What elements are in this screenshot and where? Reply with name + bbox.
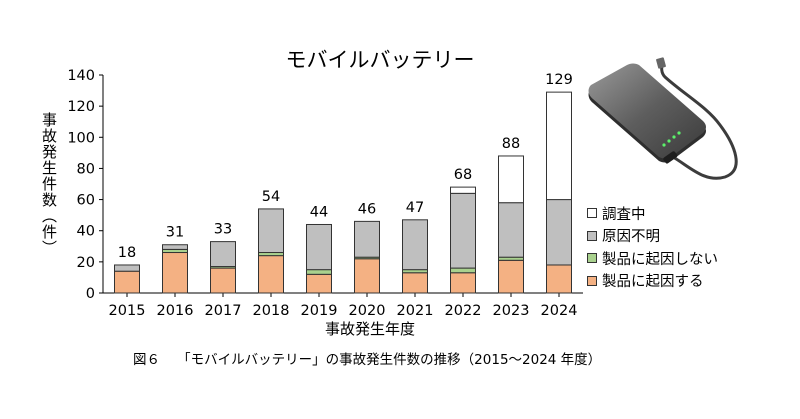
legend-item-unknown: 原因不明	[587, 225, 718, 248]
x-tick-label: 2018	[253, 303, 290, 319]
x-tick-label: 2015	[109, 303, 146, 319]
data-labels: 2015 18 2016 31 2017 33 2018 54 2019 44 2020 46 2021…	[109, 72, 578, 319]
y-tick-label: 0	[86, 286, 95, 302]
bar-segment-2019-s2	[306, 223, 332, 271]
figure-number: 図６	[133, 352, 160, 368]
figure-caption: 図６ 「モバイルバッテリー」の事故発生件数の推移（2015～2024 年度）	[133, 348, 601, 368]
y-tick-label: 40	[77, 224, 95, 240]
legend-label: 製品に起因する	[602, 274, 704, 291]
bar-segment-2020-s2	[354, 220, 380, 258]
legend-swatch	[587, 230, 597, 241]
bar-segment-2022-s3	[450, 186, 476, 194]
x-tick-label: 2021	[397, 303, 434, 319]
x-tick-label: 2024	[541, 303, 578, 319]
legend-swatch	[587, 253, 597, 264]
legend-swatch	[587, 275, 597, 286]
x-tick-label: 2019	[301, 303, 338, 319]
y-tick-label: 60	[77, 193, 95, 209]
data-label: 47	[406, 200, 424, 216]
chart-title: モバイルバッテリー	[285, 48, 475, 72]
y-tick-label: 80	[77, 161, 95, 177]
y-tick-label: 100	[67, 130, 95, 146]
x-tick-label: 2017	[205, 303, 242, 319]
bar-segment-2019-s0	[306, 273, 332, 294]
data-label: 44	[310, 204, 328, 220]
legend-item-product: 製品に起因する	[587, 270, 718, 293]
legend-label: 原因不明	[602, 229, 660, 246]
data-label: 31	[166, 225, 184, 241]
bar-segment-2024-s0	[546, 264, 572, 294]
y-tick-label: 120	[67, 99, 95, 115]
bar-segment-2021-s2	[402, 219, 428, 271]
bar-segment-2017-s2	[210, 241, 236, 268]
x-tick-label: 2016	[157, 303, 194, 319]
legend-swatch	[587, 208, 597, 219]
bar-segment-2019-s1	[306, 269, 332, 275]
legend-item-investigating: 調査中	[587, 202, 718, 225]
data-label: 18	[118, 245, 136, 261]
data-label: 54	[262, 189, 280, 205]
y-axis: 0 20 40 60 80 100 120 140	[67, 68, 583, 302]
bar-segment-2018-s0	[258, 255, 284, 294]
bar-segment-2018-s2	[258, 208, 284, 254]
bar-segment-2017-s0	[210, 267, 236, 294]
data-label: 129	[545, 72, 573, 88]
y-tick-label: 20	[77, 255, 95, 271]
bar-segment-2024-s3	[546, 91, 572, 201]
bar-segment-2022-s1	[450, 267, 476, 274]
bar-segment-2016-s2	[162, 244, 188, 250]
data-label: 68	[454, 167, 472, 183]
data-label: 46	[358, 201, 376, 217]
bar-segment-2024-s2	[546, 199, 572, 266]
mobile-battery-icon	[588, 57, 738, 180]
y-axis-label: 事故発生件数（件）	[40, 112, 58, 256]
legend-label: 調査中	[602, 206, 646, 223]
legend: 調査中 原因不明 製品に起因しない 製品に起因する	[587, 202, 718, 292]
bar-segment-2023-s3	[498, 155, 524, 204]
x-tick-label: 2022	[445, 303, 482, 319]
data-label: 33	[214, 222, 232, 238]
bars	[114, 91, 572, 294]
bar-segment-2022-s2	[450, 192, 476, 269]
bar-segment-2015-s2	[114, 264, 140, 272]
legend-item-not-product: 製品に起因しない	[587, 247, 718, 270]
bar-segment-2015-s0	[114, 270, 140, 294]
y-tick-label: 140	[67, 68, 95, 84]
legend-label: 製品に起因しない	[602, 251, 718, 268]
bar-segment-2023-s2	[498, 202, 524, 258]
bar-segment-2022-s0	[450, 272, 476, 294]
x-axis-label: 事故発生年度	[324, 320, 415, 338]
data-label: 88	[502, 136, 520, 152]
x-tick-label: 2023	[493, 303, 530, 319]
bar-segment-2020-s0	[354, 258, 380, 294]
bar-segment-2023-s0	[498, 259, 524, 294]
figure-caption-text: 「モバイルバッテリー」の事故発生件数の推移（2015～2024 年度）	[177, 352, 602, 368]
bar-segment-2021-s0	[402, 272, 428, 294]
x-tick-label: 2020	[349, 303, 386, 319]
bar-segment-2016-s0	[162, 252, 188, 294]
